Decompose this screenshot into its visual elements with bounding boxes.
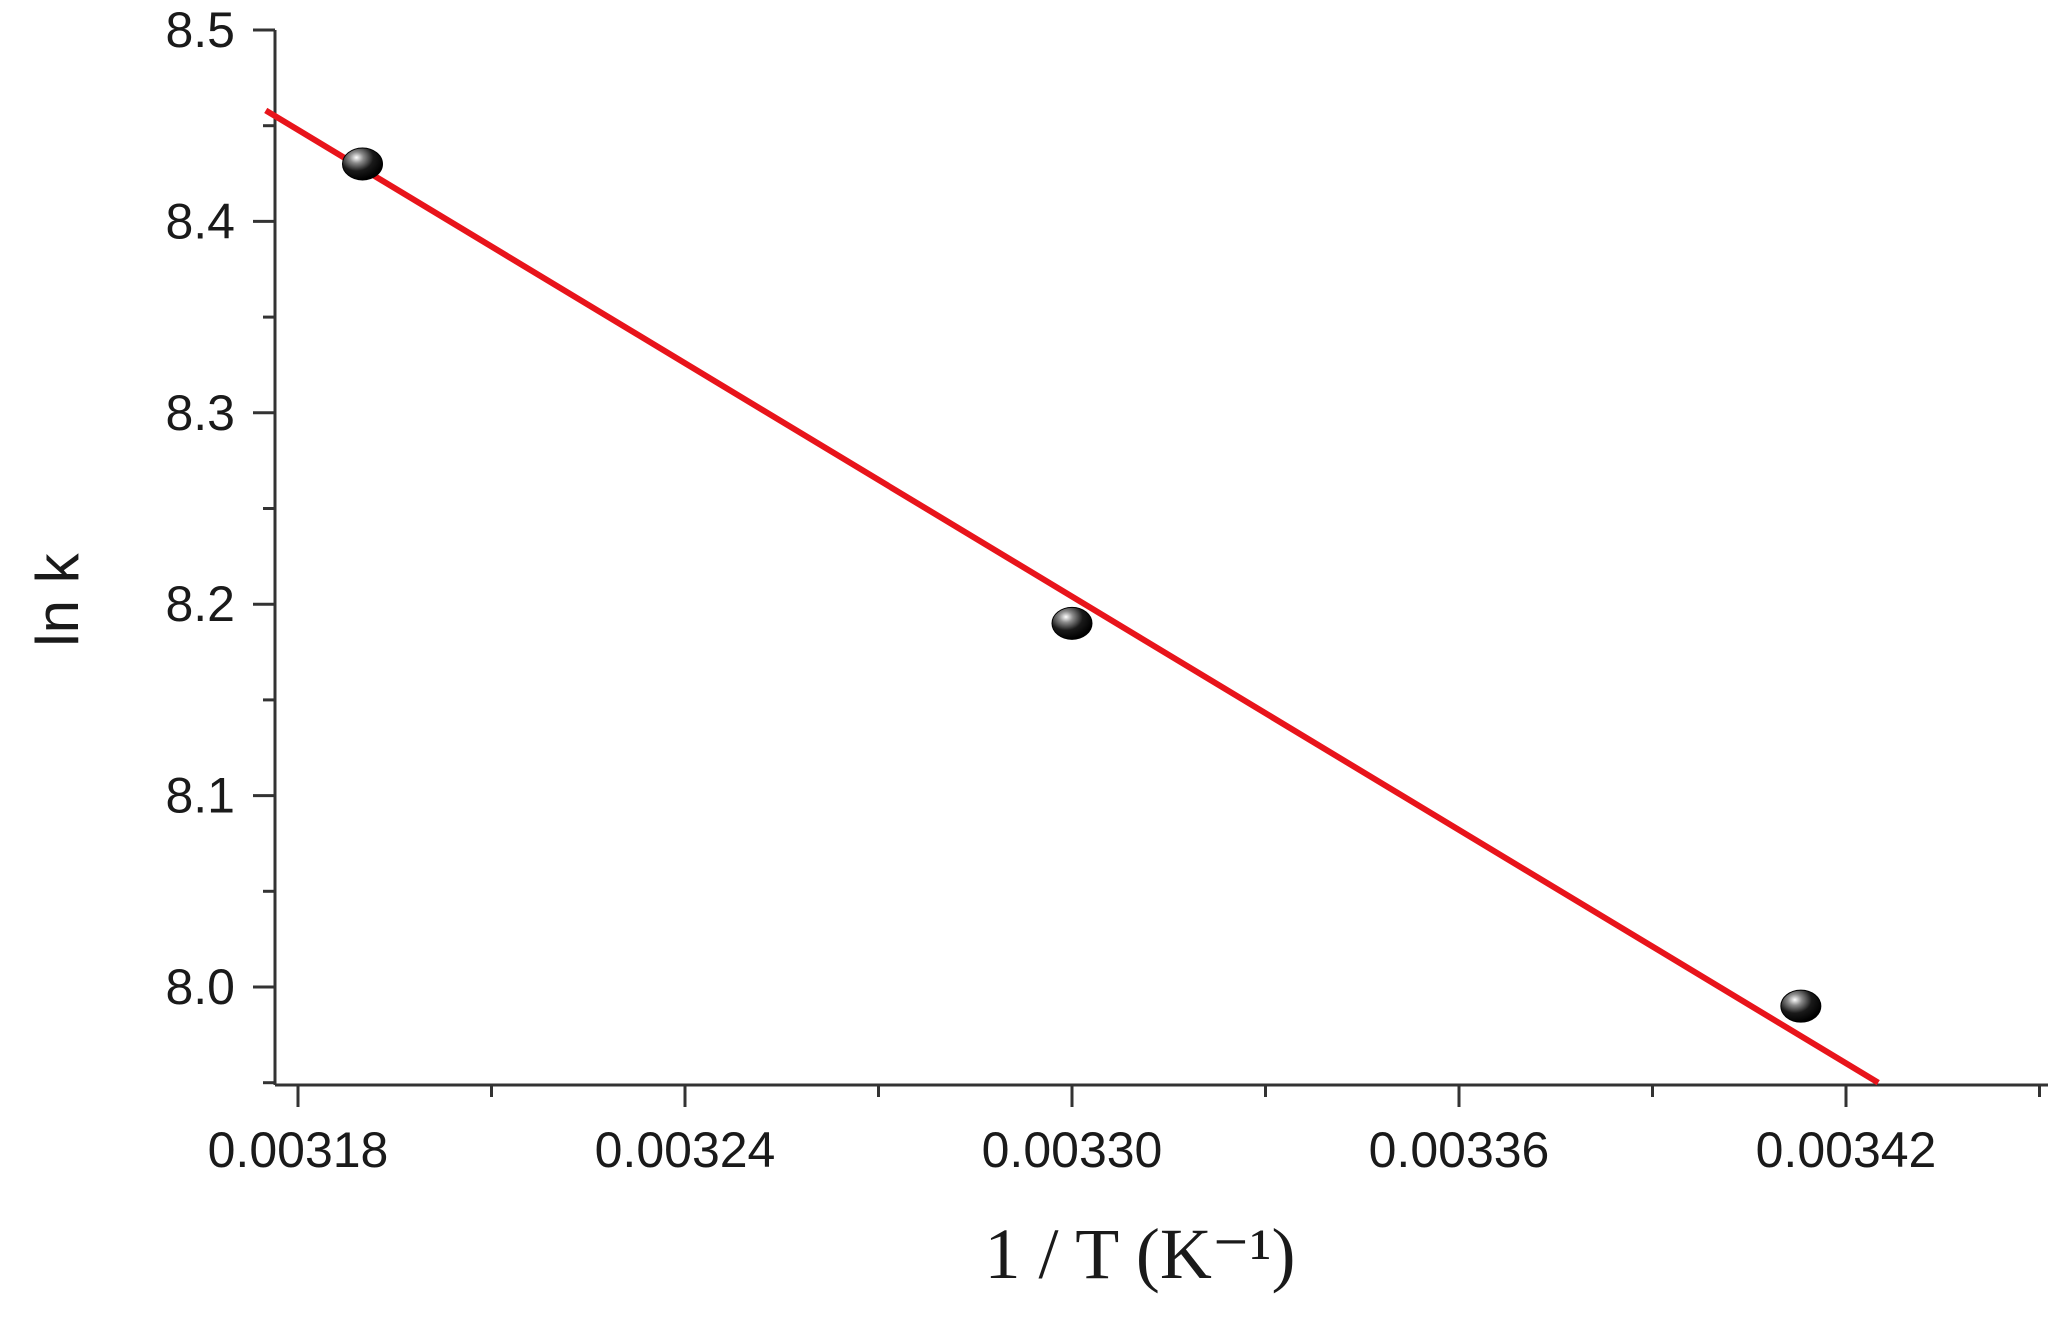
y-axis-label: ln k xyxy=(24,552,91,646)
y-tick-label: 8.1 xyxy=(165,768,235,824)
x-tick-label: 0.00324 xyxy=(595,1122,776,1178)
x-tick-label: 0.00330 xyxy=(982,1122,1163,1178)
y-tick-label: 8.3 xyxy=(165,385,235,441)
x-ticks xyxy=(296,1085,2041,1107)
x-axis-label: 1 / T (K⁻¹) xyxy=(985,1214,1296,1294)
axes xyxy=(273,30,2048,1087)
data-point xyxy=(1780,989,1822,1023)
y-tick-label: 8.0 xyxy=(165,959,235,1015)
y-tick-label: 8.5 xyxy=(165,2,235,58)
x-tick-label: 0.00342 xyxy=(1756,1122,1937,1178)
fit-line xyxy=(264,107,1880,1086)
data-point xyxy=(342,147,383,181)
x-tick-labels: 0.00318 0.00324 0.00330 0.00336 0.00342 xyxy=(208,1122,1937,1178)
y-tick-labels: 8.0 8.1 8.2 8.3 8.4 8.5 xyxy=(165,2,235,1015)
x-tick-label: 0.00336 xyxy=(1369,1122,1550,1178)
fit-line-group xyxy=(264,107,1880,1086)
data-points xyxy=(342,147,1822,1023)
y-tick-label: 8.4 xyxy=(165,193,235,249)
x-tick-label: 0.00318 xyxy=(208,1122,389,1178)
data-point xyxy=(1051,606,1093,640)
y-ticks xyxy=(253,28,275,1085)
y-tick-label: 8.2 xyxy=(165,576,235,632)
